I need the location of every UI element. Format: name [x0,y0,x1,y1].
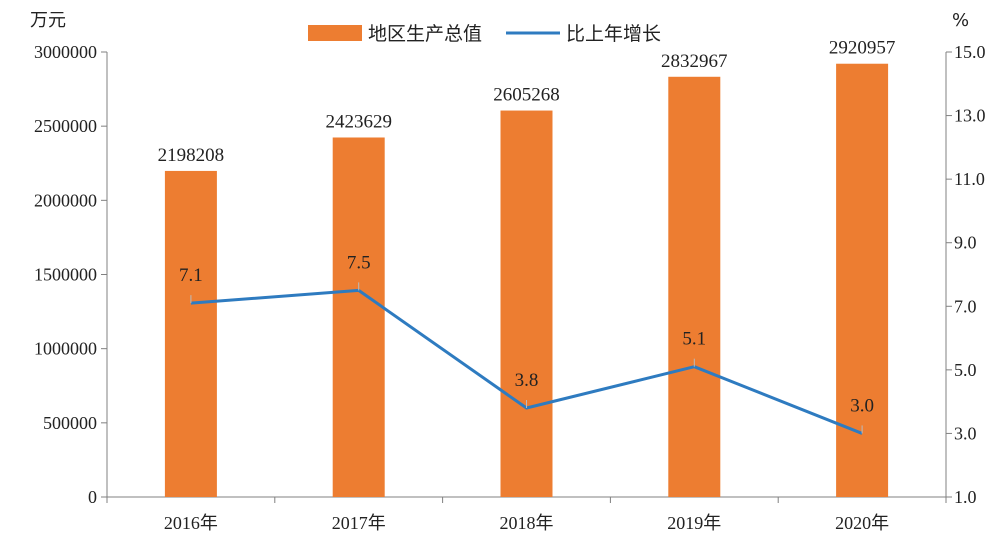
y-right-tick-label: 15.0 [954,42,986,62]
y-right-ticks: 1.0 3.0 5.0 7.0 9.0 11.0 13.0 15.0 [946,42,986,507]
line-series [190,282,863,435]
y-right-tick-label: 1.0 [954,487,977,507]
x-tick-label: 2016年 [164,513,218,533]
bar [164,170,217,497]
x-ticks: 2016年 2017年 2018年 2019年 2020年 [106,497,947,533]
y-right-tick-label: 3.0 [954,423,977,443]
line-data-label: 5.1 [682,329,706,350]
bar-data-label: 2198208 [158,145,225,166]
x-tick-label: 2017年 [332,513,386,533]
bar-data-label: 2832967 [661,51,728,72]
y-right-unit: % [952,10,969,31]
bar-data-label: 2920957 [829,38,896,59]
line-labels: 7.1 7.5 3.8 5.1 3.0 [179,252,874,416]
legend: 地区生产总值 比上年增长 [308,23,661,45]
x-tick-label: 2018年 [500,513,554,533]
y-right-tick-label: 11.0 [954,169,985,189]
y-left-tick-label: 2500000 [34,116,97,136]
y-left-unit: 万元 [30,10,66,31]
line-data-label: 7.5 [347,252,371,273]
y-left-tick-label: 0 [88,487,97,507]
legend-bar-swatch [308,25,362,41]
y-left-ticks: 0 500000 1000000 1500000 2000000 2500000 30000… [34,42,107,507]
bar-data-label: 2423629 [325,111,392,132]
bar [668,76,721,498]
y-left-tick-label: 3000000 [34,42,97,62]
x-tick-label: 2019年 [667,513,721,533]
y-left-tick-label: 2000000 [34,190,97,210]
y-left-tick-label: 1000000 [34,339,97,359]
bar [836,63,889,498]
line-data-label: 3.8 [515,370,539,391]
y-left-tick-label: 500000 [43,413,97,433]
line-data-label: 7.1 [179,265,203,286]
y-right-tick-label: 7.0 [954,296,977,316]
legend-bar-label: 地区生产总值 [368,23,482,45]
y-right-tick-label: 5.0 [954,360,977,380]
y-right-tick-label: 13.0 [954,106,986,126]
y-left-tick-label: 1500000 [34,265,97,285]
bar-labels: 2198208 2423629 2605268 2832967 2920957 [158,38,896,166]
x-tick-label: 2020年 [835,513,889,533]
line-data-label: 3.0 [850,395,874,416]
bar-data-label: 2605268 [493,85,560,106]
bars [164,63,889,498]
legend-line-label: 比上年增长 [566,23,661,45]
bar [500,110,553,497]
bar [332,137,385,497]
y-right-tick-label: 9.0 [954,233,977,253]
